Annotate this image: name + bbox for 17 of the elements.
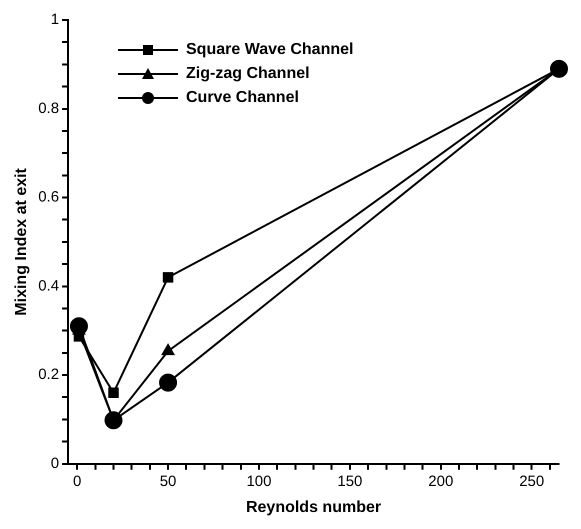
legend-label: Curve Channel [186, 89, 299, 107]
x-tick-label: 150 [337, 472, 362, 490]
y-tick-label: 1 [50, 11, 60, 28]
y-tick-label: 0.4 [38, 277, 60, 294]
x-tick-label: 100 [246, 472, 272, 490]
y-tick-label: 0.6 [38, 188, 60, 206]
legend-label: Zig-zag Channel [186, 65, 310, 83]
y-tick-label: 0.8 [38, 100, 60, 117]
x-tick-label: 0 [72, 472, 82, 490]
x-axis-title: Reynolds number [246, 498, 382, 516]
x-tick-label: 200 [428, 472, 454, 490]
y-tick-label: 0.2 [38, 366, 60, 384]
y-axis-title: Mixing Index at exit [13, 167, 30, 316]
x-tick-label: 50 [160, 472, 176, 490]
legend-label: Square Wave Channel [186, 41, 354, 59]
x-tick-label: 250 [519, 472, 544, 490]
y-tick-label: 0 [50, 454, 60, 472]
